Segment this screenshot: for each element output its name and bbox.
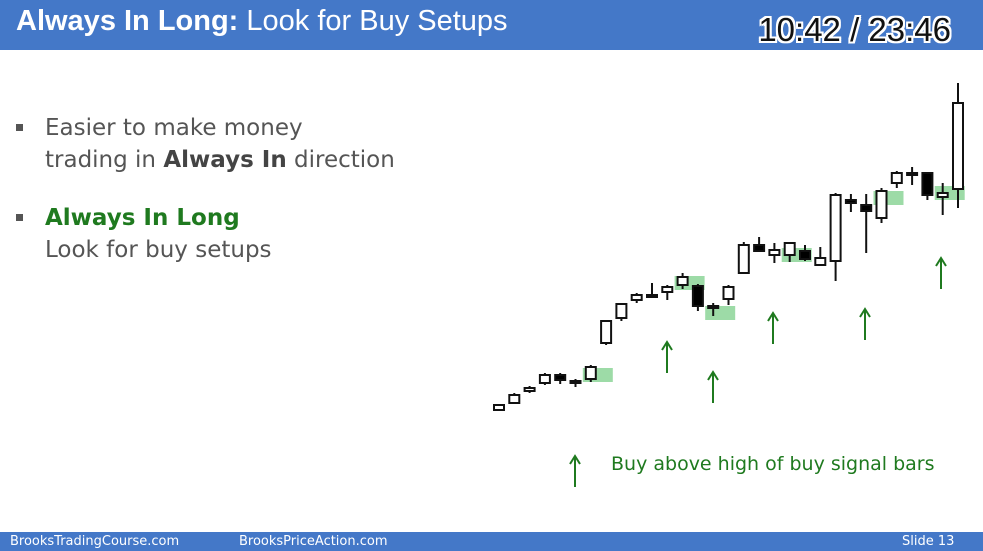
footer-bar: BrooksTradingCourse.com BrooksPriceActio…: [0, 532, 983, 551]
slide-number: Slide 13: [902, 534, 955, 549]
bullet-1: Easier to make money trading in Always I…: [16, 112, 395, 176]
buy-arrow-icon: [569, 454, 581, 487]
candle-body: [722, 286, 735, 300]
buy-arrow-icon: [767, 311, 779, 344]
buy-arrow-icon: [661, 340, 673, 373]
candle-body: [554, 374, 567, 381]
candle-body: [569, 380, 582, 384]
candle-body: [814, 257, 827, 266]
buy-annotation: Buy above high of buy signal bars: [611, 453, 935, 475]
candle-body: [844, 199, 857, 204]
bullet-list: Easier to make money trading in Always I…: [16, 112, 395, 292]
buy-arrow-icon: [859, 307, 871, 340]
slide-title: Always In Long: Look for Buy Setups: [16, 5, 508, 37]
candle-body: [829, 194, 842, 262]
bullet-2: Always In Long Look for buy setups: [16, 202, 395, 266]
candle-body: [737, 244, 750, 274]
candle-body: [860, 204, 873, 212]
candle-body: [538, 374, 551, 384]
candle-body: [584, 366, 597, 380]
candle-body: [799, 250, 811, 260]
candle-body: [753, 244, 766, 252]
candle-body: [875, 190, 888, 219]
candle-body: [508, 394, 521, 404]
candle-body: [936, 192, 949, 198]
candle-body: [890, 172, 903, 184]
buy-arrow-icon: [707, 370, 719, 403]
candle-body: [493, 404, 505, 411]
candle-body: [906, 172, 919, 176]
candle-body: [691, 285, 704, 307]
candle-body: [707, 305, 720, 309]
candle-body: [676, 276, 689, 286]
candle-body: [768, 249, 781, 256]
candle-body: [921, 172, 934, 196]
candle-body: [952, 102, 964, 190]
footer-center: BrooksPriceAction.com: [239, 534, 388, 549]
title-bar: Always In Long: Look for Buy Setups 10:4…: [0, 0, 983, 50]
candle-body: [600, 320, 613, 344]
footer-left: BrooksTradingCourse.com: [10, 534, 180, 549]
candle-body: [783, 242, 796, 256]
candle-body: [523, 387, 536, 392]
buy-arrow-icon: [935, 256, 947, 289]
candle-body: [615, 303, 628, 319]
video-timer: 10:42 / 23:46: [758, 11, 951, 48]
bullet-square-icon: [16, 124, 23, 131]
candle-body: [661, 286, 674, 293]
candle-body: [646, 294, 658, 298]
candle-body: [630, 294, 643, 301]
bullet-square-icon: [16, 214, 23, 221]
